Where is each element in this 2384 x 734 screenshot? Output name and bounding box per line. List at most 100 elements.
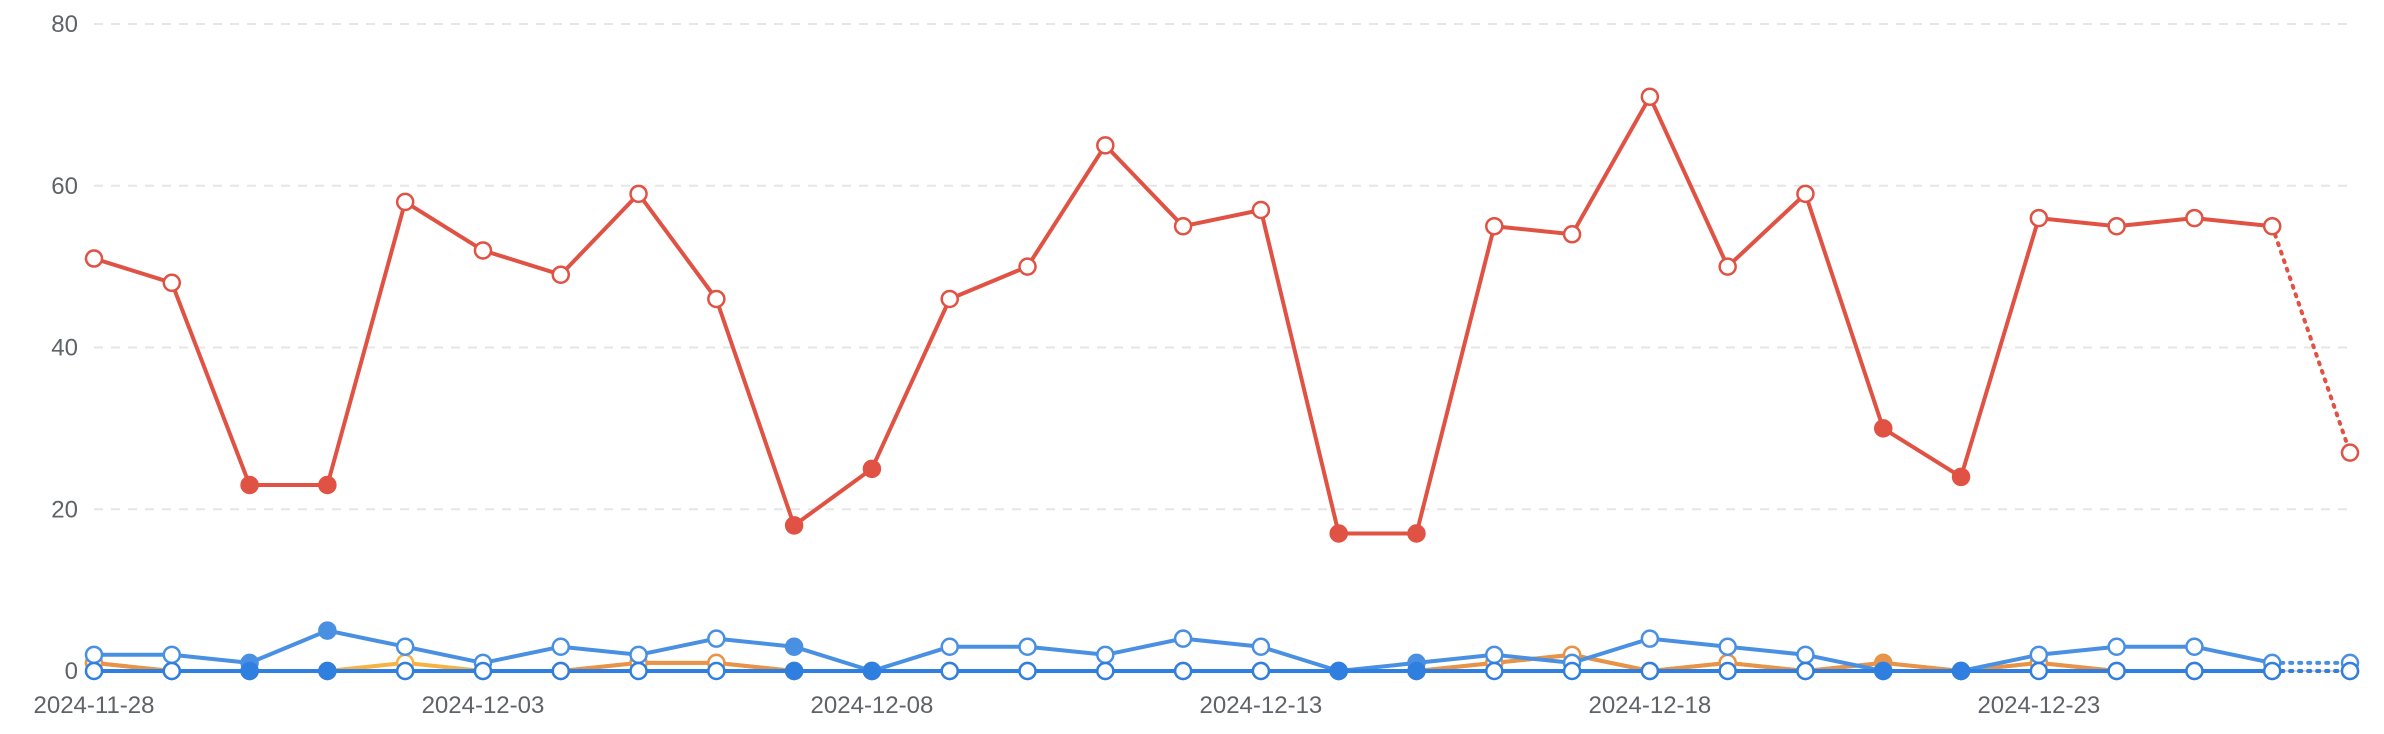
data-point[interactable] [240,475,259,495]
data-point[interactable] [473,661,493,681]
series-layer [84,87,2360,681]
data-point[interactable] [2107,661,2126,681]
data-point[interactable] [162,661,182,681]
data-point[interactable] [2262,661,2282,681]
data-point[interactable] [1485,645,1504,665]
data-point[interactable] [707,661,726,681]
data-point[interactable] [1485,216,1504,236]
data-point[interactable] [1951,467,1971,487]
data-point[interactable] [551,661,571,681]
data-point[interactable] [2185,661,2204,681]
series-line [92,94,2275,536]
data-point[interactable] [318,475,337,495]
data-point[interactable] [2340,443,2360,462]
data-point[interactable] [162,273,182,293]
data-point[interactable] [940,661,959,681]
data-point[interactable] [1096,136,1115,155]
data-point[interactable] [862,459,882,479]
data-point[interactable] [2185,208,2204,228]
data-point[interactable] [784,661,804,681]
data-point[interactable] [2262,216,2282,236]
data-point[interactable] [784,637,804,656]
data-point[interactable] [395,192,415,212]
y-tick-label: 80 [51,11,78,38]
data-point[interactable] [318,661,337,681]
series-1 [84,87,2360,543]
data-point[interactable] [473,241,493,260]
data-point[interactable] [1796,184,1815,204]
data-point[interactable] [1096,661,1115,681]
y-axis-labels: 0 20 40 60 80 [51,11,78,685]
data-point[interactable] [1640,629,1660,648]
y-tick-label: 60 [51,173,78,200]
data-point[interactable] [84,645,104,665]
x-tick-label: 2024-12-23 [1977,692,2100,719]
data-point[interactable] [1251,661,1271,681]
data-point[interactable] [1251,637,1271,656]
data-point[interactable] [162,645,182,665]
series-projection-line [2270,224,2352,455]
data-point[interactable] [1640,661,1660,681]
data-point[interactable] [707,629,726,648]
data-point[interactable] [395,637,415,656]
x-tick-label: 2024-11-28 [34,692,155,719]
data-point[interactable] [1096,645,1115,665]
data-point[interactable] [1718,257,1737,276]
data-point[interactable] [2029,645,2049,665]
data-point[interactable] [551,637,571,656]
data-point[interactable] [1873,419,1893,438]
data-point[interactable] [1718,637,1737,656]
data-point[interactable] [629,184,648,204]
data-point[interactable] [2029,208,2049,228]
data-point[interactable] [84,661,104,681]
data-point[interactable] [1173,216,1193,236]
data-point[interactable] [1796,645,1815,665]
data-point[interactable] [862,661,882,681]
series-5 [84,661,2360,681]
x-tick-label: 2024-12-13 [1200,692,1323,719]
y-tick-label: 40 [51,335,78,362]
data-point[interactable] [1873,661,1893,681]
data-point[interactable] [1485,661,1504,681]
data-point[interactable] [940,289,959,309]
data-point[interactable] [1018,637,1037,656]
data-point[interactable] [1329,661,1348,681]
data-point[interactable] [318,621,337,640]
data-point[interactable] [551,265,571,284]
data-point[interactable] [1173,629,1193,648]
data-point[interactable] [1796,661,1815,681]
data-point[interactable] [629,661,648,681]
x-tick-label: 2024-12-08 [811,692,934,719]
data-point[interactable] [1329,524,1348,543]
grid-lines [94,23,2350,672]
data-point[interactable] [1562,661,1582,681]
data-point[interactable] [2029,661,2049,681]
data-point[interactable] [395,661,415,681]
y-tick-label: 0 [65,658,78,685]
data-point[interactable] [1173,661,1193,681]
data-point[interactable] [1251,200,1271,220]
data-point[interactable] [1562,225,1582,244]
data-point[interactable] [1951,661,1971,681]
data-point[interactable] [1407,524,1426,543]
data-point[interactable] [1018,661,1037,681]
data-point[interactable] [2107,216,2126,236]
data-point[interactable] [1018,257,1037,276]
data-point[interactable] [240,661,259,681]
data-point[interactable] [784,516,804,535]
data-point[interactable] [1640,87,1660,107]
y-tick-label: 20 [51,496,78,523]
data-point[interactable] [2340,661,2360,681]
x-axis-labels: 2024-11-28 2024-12-03 2024-12-08 2024-12-13… [34,692,2101,719]
data-point[interactable] [2185,637,2204,656]
x-tick-label: 2024-12-03 [422,692,545,719]
x-tick-label: 2024-12-18 [1588,692,1711,719]
data-point[interactable] [629,645,648,665]
data-point[interactable] [707,289,726,309]
data-point[interactable] [84,249,104,268]
data-point[interactable] [940,637,959,656]
data-point[interactable] [2107,637,2126,656]
data-point[interactable] [1407,661,1426,681]
data-point[interactable] [1718,661,1737,681]
